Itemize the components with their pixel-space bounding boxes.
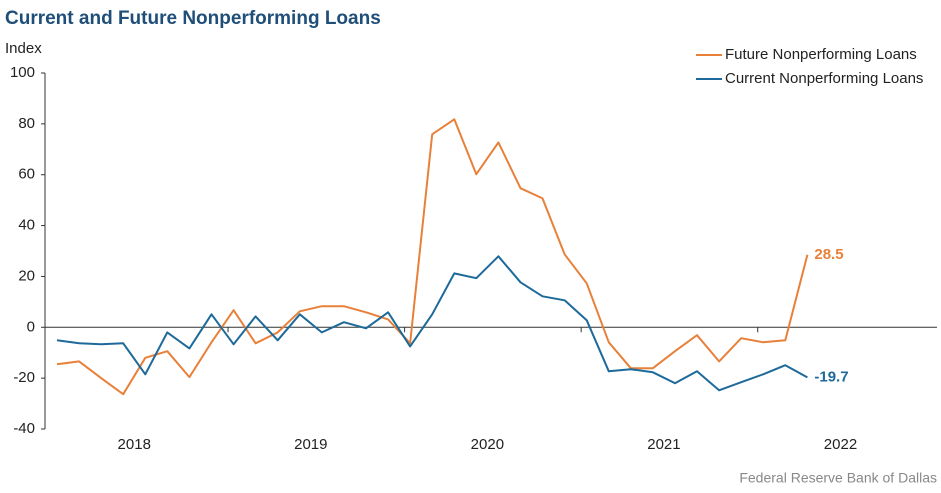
end-label: -19.7 <box>814 368 848 385</box>
x-tick-label: 2022 <box>824 436 857 453</box>
y-axis-label: Index <box>5 40 42 57</box>
x-tick-label: 2020 <box>471 436 504 453</box>
y-tick-label: 40 <box>18 217 35 234</box>
y-tick-label: 20 <box>18 267 35 284</box>
x-tick-label: 2021 <box>647 436 680 453</box>
source: Federal Reserve Bank of Dallas <box>739 470 937 486</box>
legend-label: Future Nonperforming Loans <box>725 46 917 63</box>
chart-title: Current and Future Nonperforming Loans <box>5 8 381 29</box>
x-tick-label: 2019 <box>294 436 327 453</box>
y-tick-label: 0 <box>27 318 35 335</box>
x-tick-label: 2018 <box>118 436 151 453</box>
legend-label: Current Nonperforming Loans <box>725 70 923 87</box>
series-line <box>56 118 809 396</box>
series-line <box>56 255 808 392</box>
y-tick-label: 60 <box>18 166 35 183</box>
y-tick-label: 100 <box>10 64 35 81</box>
y-tick-label: 80 <box>18 115 35 132</box>
y-tick-label: -40 <box>13 420 35 437</box>
y-tick-label: -20 <box>13 369 35 386</box>
end-label: 28.5 <box>814 246 843 263</box>
